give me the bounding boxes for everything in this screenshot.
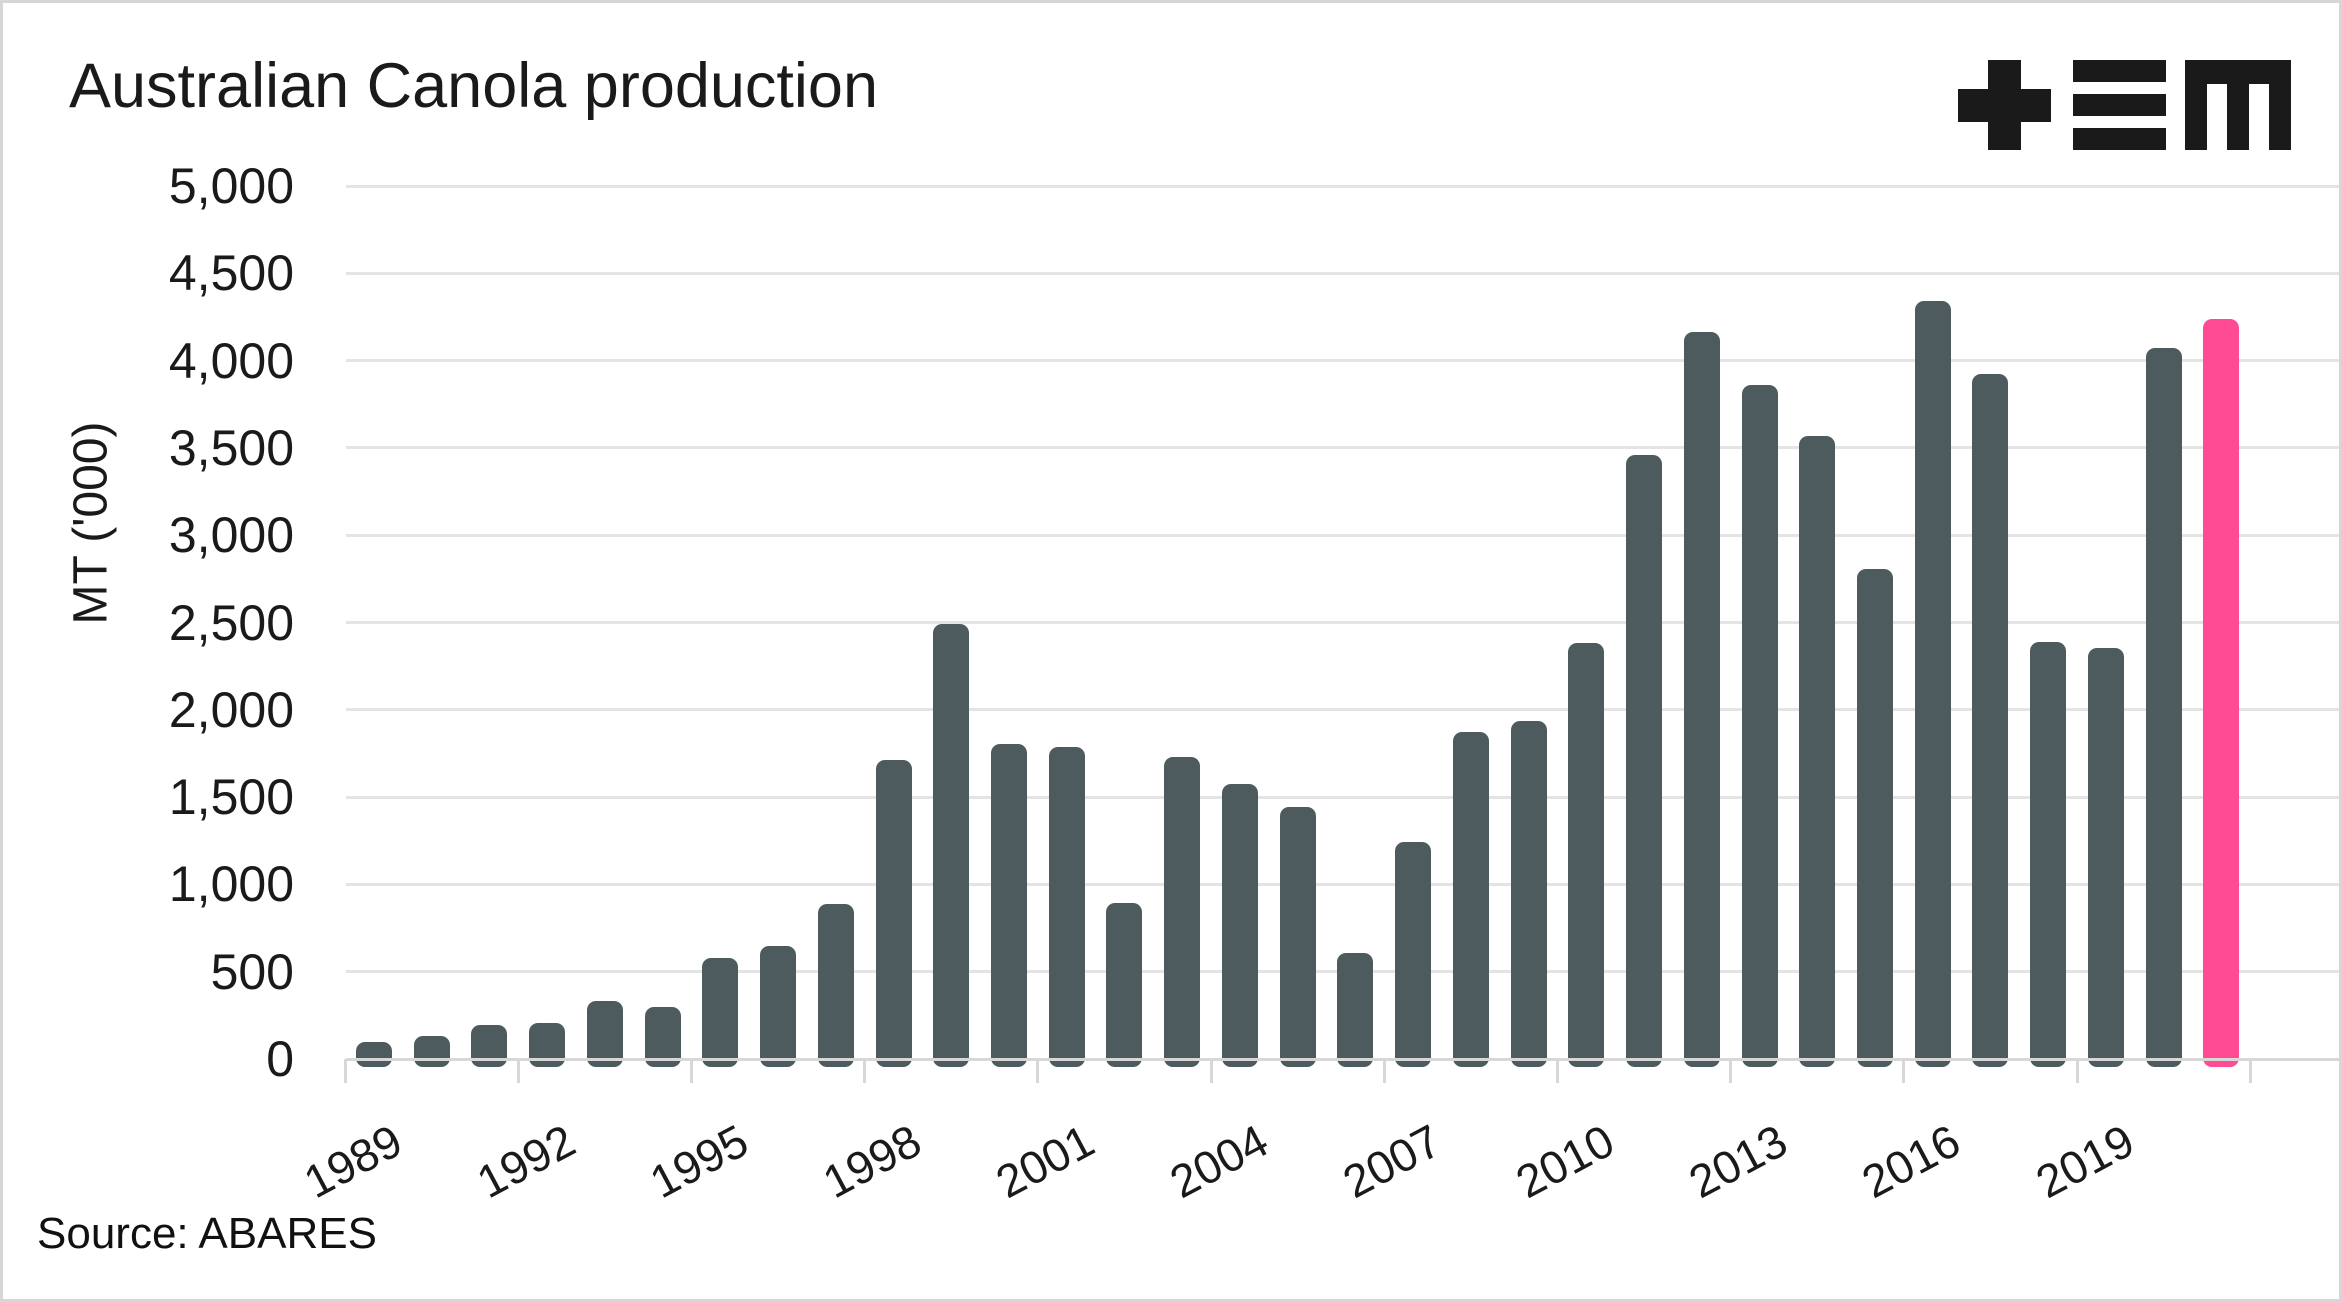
y-tick-label: 3,000 (168, 507, 294, 564)
x-axis-tick (1382, 1059, 1386, 1083)
bar-2016 (1914, 301, 1951, 1067)
gridline (346, 271, 2339, 275)
gridline (346, 708, 2339, 712)
y-tick-label: 4,000 (168, 332, 294, 389)
gridline (346, 446, 2339, 450)
bar-1997 (817, 904, 854, 1067)
bar-1990 (413, 1036, 450, 1067)
x-axis-tick (863, 1059, 867, 1083)
x-axis-tick (1555, 1059, 1559, 1083)
x-axis-tick (2075, 1059, 2079, 1083)
gridline (346, 795, 2339, 799)
x-tick-label: 2004 (1161, 1114, 1276, 1209)
bar-2017 (1972, 373, 2009, 1067)
y-tick-label: 500 (210, 943, 294, 1000)
y-tick-label: 2,500 (168, 594, 294, 651)
x-axis-line (346, 1057, 2339, 1061)
x-tick-label: 2010 (1507, 1114, 1623, 1209)
gridline (346, 533, 2339, 537)
y-tick-label: 0 (266, 1031, 294, 1087)
tem-logo-glyphs (1958, 60, 2291, 150)
bar-2001 (1048, 747, 1085, 1067)
bar-2012 (1683, 331, 1720, 1067)
x-axis-tick (690, 1059, 693, 1083)
bar-2011 (1626, 454, 1663, 1067)
bar-2019 (2087, 647, 2124, 1067)
x-axis-tick (2248, 1059, 2252, 1083)
bar-2005 (1279, 806, 1316, 1067)
source-note: Source: ABARES (37, 1209, 377, 1258)
x-axis-tick (1902, 1059, 1906, 1083)
gridline (346, 882, 2339, 886)
x-tick-label: 2007 (1334, 1114, 1450, 1209)
y-tick-label: 2,000 (168, 681, 294, 738)
bar-2010 (1568, 642, 1605, 1067)
triple-bar-icon (2073, 60, 2166, 150)
x-axis-tick (516, 1059, 520, 1083)
x-axis-tick (1209, 1059, 1213, 1083)
bar-2004 (1221, 784, 1258, 1067)
x-tick-label: 1998 (814, 1114, 930, 1209)
bar-1995 (702, 957, 739, 1067)
bar-1994 (644, 1007, 681, 1067)
x-tick-label: 2016 (1853, 1114, 1969, 1209)
bar-2014 (1799, 435, 1836, 1067)
gridline (346, 359, 2339, 363)
bar-1989 (356, 1041, 392, 1067)
y-tick-label: 3,500 (168, 419, 294, 476)
bar-2003 (1164, 756, 1201, 1067)
x-tick-label: 1989 (295, 1114, 410, 1209)
bar-2021 (2203, 318, 2240, 1067)
tem-logo (1958, 60, 2291, 150)
bar-2002 (1106, 902, 1143, 1067)
bar-2000 (991, 743, 1028, 1067)
bar-2020 (2145, 347, 2182, 1067)
bar-1999 (933, 624, 970, 1067)
bar-2013 (1741, 385, 1778, 1067)
x-tick-label: 2019 (2027, 1114, 2142, 1209)
bar-1991 (471, 1024, 508, 1067)
bar-2015 (1856, 569, 1893, 1067)
bar-2018 (2030, 641, 2067, 1067)
x-axis-tick (1036, 1059, 1040, 1083)
x-tick-label: 2013 (1680, 1114, 1796, 1209)
x-tick-label: 1992 (468, 1114, 584, 1209)
gridline (346, 621, 2339, 624)
gridline (346, 184, 2339, 188)
x-tick-label: 2001 (987, 1114, 1103, 1209)
y-tick-label: 5,000 (168, 158, 294, 214)
x-axis-tick (1729, 1059, 1733, 1083)
square-m-icon (2185, 60, 2291, 150)
x-tick-label: 1995 (641, 1114, 757, 1209)
plus-icon (1958, 60, 2051, 150)
y-tick-label: 1,000 (168, 856, 294, 913)
y-tick-label: 4,500 (168, 245, 294, 302)
x-axis-tick (343, 1059, 347, 1083)
bar-1998 (875, 759, 912, 1067)
bar-2008 (1452, 732, 1489, 1067)
bar-2009 (1510, 721, 1547, 1067)
bar-2006 (1337, 953, 1374, 1067)
bar-1996 (760, 945, 797, 1067)
bar-1993 (586, 1001, 623, 1067)
chart-title: Australian Canola production (69, 51, 879, 121)
y-tick-label: 1,500 (168, 769, 294, 826)
bar-2007 (1395, 842, 1432, 1067)
